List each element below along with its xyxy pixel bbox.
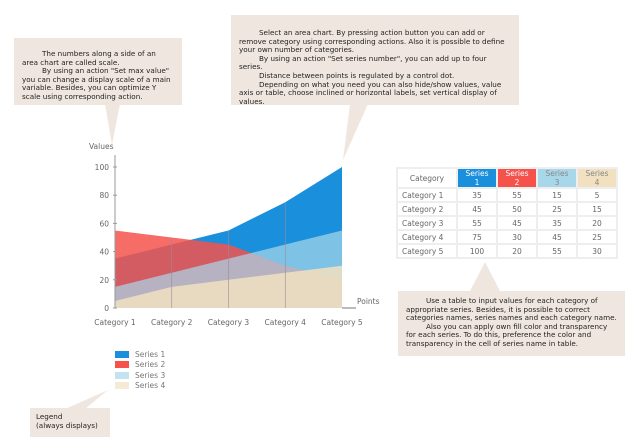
- table-row: Category 2 45 50 25 15: [398, 203, 616, 215]
- y-tick-label: 60: [99, 219, 109, 228]
- callout-tail: [343, 104, 368, 160]
- table-cell-value[interactable]: 55: [498, 189, 536, 201]
- table-cell-value[interactable]: 20: [578, 217, 616, 229]
- table-cell-value[interactable]: 25: [578, 231, 616, 243]
- y-tick-label: 0: [104, 304, 109, 313]
- table-header-series-2[interactable]: Series 2: [498, 169, 536, 187]
- table-cell-value[interactable]: 35: [538, 217, 576, 229]
- table-cell-category[interactable]: Category 1: [398, 189, 456, 201]
- table-cell-value[interactable]: 50: [498, 203, 536, 215]
- legend-label: Series 1: [135, 349, 166, 359]
- legend-item: Series 4: [115, 381, 165, 392]
- data-table: Category Series 1 Series 2 Series 3 Series 4…: [396, 167, 618, 259]
- table-row: Category 5 100 20 55 30: [398, 245, 616, 257]
- table-header-series-4[interactable]: Series 4: [578, 169, 616, 187]
- table-cell-value[interactable]: 20: [498, 245, 536, 257]
- legend-swatch: [115, 371, 129, 379]
- table-header-category: Category: [398, 169, 456, 187]
- table-header-series-1[interactable]: Series 1: [458, 169, 496, 187]
- table-cell-value[interactable]: 45: [458, 203, 496, 215]
- table-header-series-3[interactable]: Series 3: [538, 169, 576, 187]
- y-tick-label: 100: [95, 163, 110, 172]
- table-cell-value[interactable]: 5: [578, 189, 616, 201]
- table-cell-value[interactable]: 55: [538, 245, 576, 257]
- y-tick-label: 80: [99, 191, 109, 200]
- x-tick-label: Category 2: [151, 318, 193, 327]
- table-cell-value[interactable]: 55: [458, 217, 496, 229]
- table-cell-value[interactable]: 15: [538, 189, 576, 201]
- table-cell-value[interactable]: 15: [578, 203, 616, 215]
- x-tick-label: Category 5: [321, 318, 363, 327]
- legend-item: Series 2: [115, 360, 165, 371]
- y-axis-label: Values: [89, 142, 114, 151]
- y-tick-label: 20: [99, 276, 109, 285]
- legend-label: Series 4: [135, 381, 166, 391]
- y-tick-label: 40: [99, 248, 109, 257]
- callout-tail: [105, 104, 120, 145]
- table-cell-category[interactable]: Category 5: [398, 245, 456, 257]
- table-cell-category[interactable]: Category 4: [398, 231, 456, 243]
- table-cell-category[interactable]: Category 2: [398, 203, 456, 215]
- legend-swatch: [115, 350, 129, 358]
- legend-swatch: [115, 361, 129, 369]
- callout-tail: [65, 390, 108, 409]
- x-tick-label: Category 4: [265, 318, 307, 327]
- legend-callout: Legend (always displays): [30, 408, 110, 437]
- legend-label: Series 3: [135, 370, 166, 380]
- table-cell-value[interactable]: 75: [458, 231, 496, 243]
- table-cell-value[interactable]: 30: [498, 231, 536, 243]
- x-tick-label: Category 3: [208, 318, 250, 327]
- table-cell-value[interactable]: 25: [538, 203, 576, 215]
- table-row: Category 1 35 55 15 5: [398, 189, 616, 201]
- x-axis-label: Points: [357, 297, 380, 306]
- legend: Series 1 Series 2 Series 3 Series 4: [115, 349, 165, 391]
- table-cell-value[interactable]: 45: [498, 217, 536, 229]
- legend-item: Series 1: [115, 349, 165, 360]
- table-cell-value[interactable]: 45: [538, 231, 576, 243]
- table-callout: Use a table to input values for each cat…: [398, 291, 625, 356]
- table-cell-category[interactable]: Category 3: [398, 217, 456, 229]
- legend-item: Series 3: [115, 370, 165, 381]
- table-cell-value[interactable]: 30: [578, 245, 616, 257]
- legend-swatch: [115, 382, 129, 390]
- table-row: Category 4 75 30 45 25: [398, 231, 616, 243]
- legend-label: Series 2: [135, 360, 166, 370]
- chart-callout: Select an area chart. By pressing action…: [231, 15, 519, 106]
- x-tick-label: Category 1: [94, 318, 136, 327]
- table-row: Category 3 55 45 35 20: [398, 217, 616, 229]
- scale-callout: The numbers along a side of an area char…: [14, 38, 182, 105]
- table-cell-value[interactable]: 100: [458, 245, 496, 257]
- callout-tail: [470, 262, 500, 291]
- table-cell-value[interactable]: 35: [458, 189, 496, 201]
